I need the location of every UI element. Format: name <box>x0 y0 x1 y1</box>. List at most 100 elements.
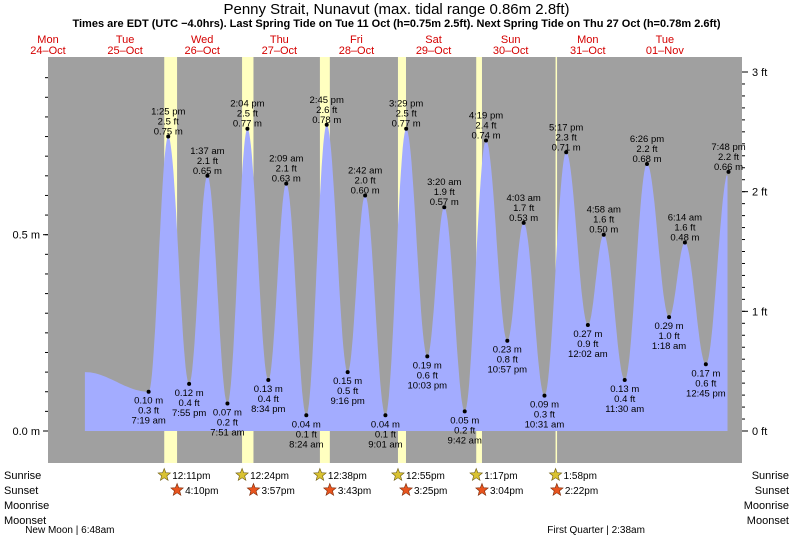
tide-label-m-22: 0.27 m <box>573 329 602 340</box>
tide-label-ft-29: 2.2 ft <box>718 152 739 163</box>
tide-label-m-25: 0.68 m <box>632 154 661 165</box>
day-name-8: Tue <box>656 34 675 46</box>
tide-label-m-15: 0.57 m <box>430 197 459 208</box>
tide-label-time-11: 2:42 am <box>348 165 382 176</box>
tide-label-ft-18: 0.8 ft <box>497 355 518 366</box>
tide-label-time-7: 2:09 am <box>269 154 303 165</box>
tide-label-time-20: 10:31 am <box>525 420 565 431</box>
sunset-star-icon <box>549 482 564 496</box>
tide-label-m-29: 0.66 m <box>714 162 743 173</box>
tide-label-time-5: 2:04 pm <box>230 99 264 110</box>
tide-point-low-4 <box>225 401 230 406</box>
tide-point-low-0 <box>146 389 151 394</box>
y-tick-label-ft-1: 1 ft <box>752 306 767 318</box>
tide-label-time-17: 4:19 pm <box>469 110 503 121</box>
tide-label-m-26: 0.29 m <box>655 321 684 332</box>
tide-label-ft-12: 0.1 ft <box>375 429 396 440</box>
day-name-4: Fri <box>350 34 363 46</box>
day-name-5: Sat <box>425 34 442 46</box>
tide-label-ft-14: 0.6 ft <box>417 370 438 381</box>
tide-label-ft-13: 2.5 ft <box>396 109 417 120</box>
tide-label-time-22: 12:02 am <box>568 349 608 360</box>
tide-label-m-24: 0.13 m <box>610 384 639 395</box>
day-name-1: Tue <box>116 34 135 46</box>
sunrise-time-2: 12:38pm <box>328 471 367 482</box>
day-date-6: 30–Oct <box>493 45 528 57</box>
tide-label-m-11: 0.60 m <box>351 185 380 196</box>
tide-label-m-2: 0.12 m <box>175 388 204 399</box>
tide-label-ft-9: 2.6 ft <box>316 105 337 116</box>
tide-point-low-18 <box>505 338 510 343</box>
tide-label-ft-25: 2.2 ft <box>636 144 657 155</box>
tide-point-low-16 <box>462 409 467 414</box>
day-date-3: 27–Oct <box>262 45 297 57</box>
day-date-1: 25–Oct <box>107 45 142 57</box>
tide-label-m-28: 0.17 m <box>691 368 720 379</box>
row-label-moonrise-right: Moonrise <box>744 500 789 512</box>
tide-label-m-1: 0.75 m <box>154 127 183 138</box>
sunset-time-2: 3:43pm <box>338 486 371 497</box>
tide-label-ft-7: 2.1 ft <box>276 164 297 175</box>
tide-point-low-8 <box>304 413 309 418</box>
tide-label-ft-1: 2.5 ft <box>158 117 179 128</box>
moon-phase-0: New Moon | 6:48am <box>25 525 114 536</box>
tide-point-low-28 <box>703 362 708 367</box>
day-date-8: 01–Nov <box>646 45 684 57</box>
tide-label-m-13: 0.77 m <box>392 119 421 130</box>
tide-label-ft-24: 0.4 ft <box>614 394 635 405</box>
astronomy-row-labels: Sunrise Sunset Moonrise Moonset Sunrise … <box>4 470 789 527</box>
tide-label-ft-26: 1.0 ft <box>659 331 680 342</box>
tide-label-time-28: 12:45 pm <box>686 388 726 399</box>
row-label-sunrise-right: Sunrise <box>752 470 789 482</box>
moon-phases: New Moon | 6:48am First Quarter | 2:38am <box>25 525 645 536</box>
tide-label-time-10: 9:16 pm <box>331 396 365 407</box>
day-headers: Mon24–OctTue25–OctWed26–OctThu27–OctFri2… <box>30 34 684 57</box>
sunrise-time-5: 1:58pm <box>564 471 597 482</box>
moon-phase-1: First Quarter | 2:38am <box>547 525 645 536</box>
tide-point-high-15 <box>442 205 447 210</box>
tide-point-high-29 <box>726 169 731 174</box>
tide-label-ft-27: 1.6 ft <box>674 223 695 234</box>
tide-label-time-25: 6:26 pm <box>630 134 664 145</box>
day-name-6: Sun <box>501 34 521 46</box>
sunset-time-4: 3:04pm <box>490 486 523 497</box>
tide-label-time-14: 10:03 pm <box>407 380 447 391</box>
tide-label-m-23: 0.50 m <box>589 225 618 236</box>
tide-label-m-21: 0.71 m <box>552 142 581 153</box>
sunrise-star-icon <box>312 467 327 481</box>
tide-label-ft-15: 1.9 ft <box>434 187 455 198</box>
chart-subtitle: Times are EDT (UTC −4.0hrs). Last Spring… <box>72 18 720 30</box>
tide-point-low-2 <box>187 381 192 386</box>
tide-label-m-14: 0.19 m <box>413 360 442 371</box>
tide-label-m-27: 0.48 m <box>670 233 699 244</box>
tide-label-time-24: 11:30 am <box>605 404 644 415</box>
tide-label-m-19: 0.53 m <box>509 213 538 224</box>
tide-label-m-10: 0.15 m <box>333 376 362 387</box>
tide-label-time-9: 2:45 pm <box>310 95 344 106</box>
tide-point-high-7 <box>284 181 289 186</box>
sunrise-time-0: 12:11pm <box>172 471 210 482</box>
tide-point-high-23 <box>601 232 606 237</box>
day-name-2: Wed <box>191 34 213 46</box>
tide-label-time-1: 1:25 pm <box>151 107 185 118</box>
day-name-3: Thu <box>270 34 289 46</box>
tide-label-m-8: 0.04 m <box>292 419 321 430</box>
tide-label-ft-3: 2.1 ft <box>197 156 218 167</box>
sunrise-star-icon <box>469 467 484 481</box>
tide-point-low-24 <box>622 377 627 382</box>
tide-label-ft-0: 0.3 ft <box>138 406 159 417</box>
tide-point-high-9 <box>324 122 329 127</box>
tide-label-m-6: 0.13 m <box>254 384 283 395</box>
tide-label-time-3: 1:37 am <box>190 146 224 157</box>
tide-label-m-3: 0.65 m <box>193 166 222 177</box>
tide-label-ft-20: 0.3 ft <box>534 410 555 421</box>
tide-point-high-1 <box>166 134 171 139</box>
tide-point-high-17 <box>483 138 488 143</box>
tide-label-ft-4: 0.2 ft <box>217 418 238 429</box>
day-name-0: Mon <box>37 34 58 46</box>
day-name-7: Mon <box>577 34 598 46</box>
tide-label-time-29: 7:48 pm <box>711 142 745 153</box>
row-label-moonset-left: Moonset <box>4 515 46 527</box>
tide-point-low-14 <box>425 354 430 359</box>
